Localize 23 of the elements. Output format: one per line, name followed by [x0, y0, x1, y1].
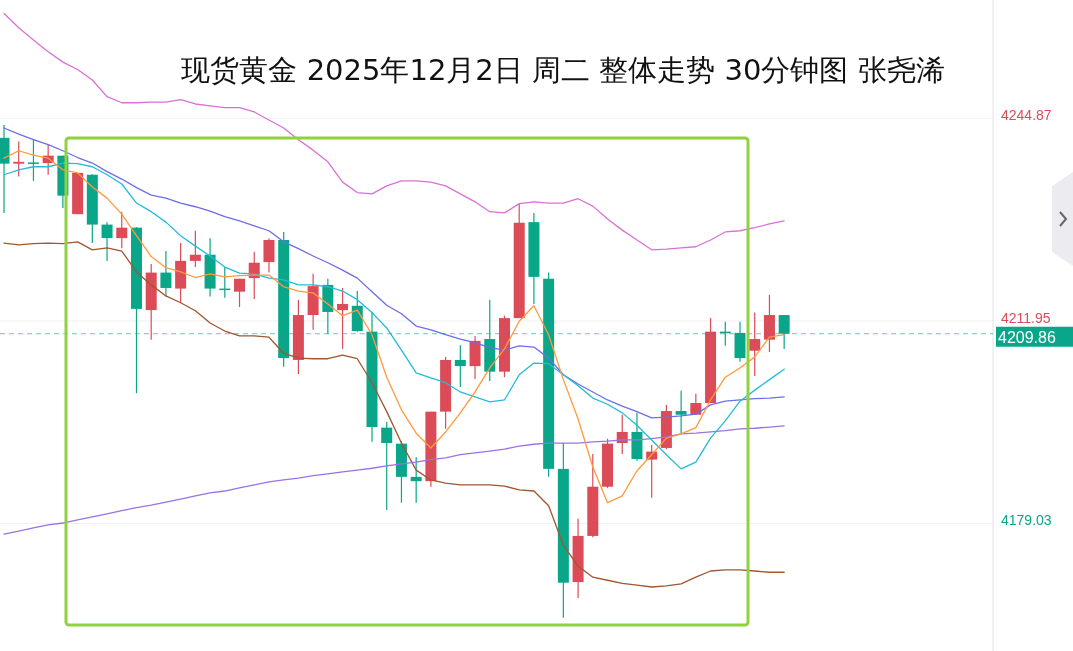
candlestick — [263, 237, 275, 274]
line-series — [3, 241, 785, 588]
candlestick — [410, 456, 422, 504]
ref-line-label: 4209.86 — [998, 328, 1056, 346]
candlestick — [337, 287, 349, 350]
candlestick — [116, 211, 128, 249]
candlestick — [13, 140, 25, 178]
line-series — [3, 127, 785, 419]
candlestick — [27, 138, 39, 182]
y-tick-label: 4211.95 — [1001, 309, 1051, 326]
line-series — [3, 425, 785, 535]
y-tick-label: 4244.87 — [1001, 107, 1052, 124]
candlestick — [101, 221, 113, 262]
y-tick-label: 4179.03 — [1001, 512, 1052, 529]
candlestick — [234, 278, 246, 308]
text: 现货黄金 2025年12月2日 周二 整体走势 30分钟图 张尧浠 — [181, 53, 945, 87]
candlestick — [381, 421, 393, 511]
candlestick — [749, 311, 761, 377]
candlestick — [189, 230, 201, 268]
candlestick — [675, 390, 687, 434]
candlestick — [454, 344, 466, 388]
candlestick — [160, 250, 172, 298]
candlestick — [778, 314, 790, 350]
